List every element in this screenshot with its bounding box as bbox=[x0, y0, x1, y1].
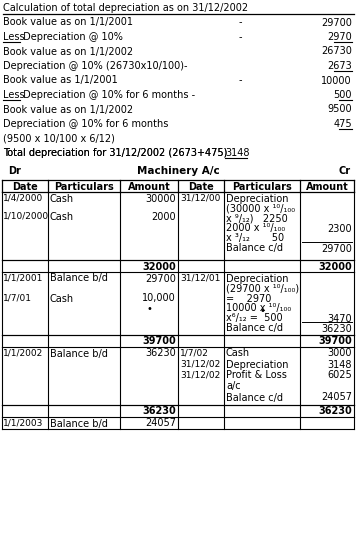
Text: 36230: 36230 bbox=[142, 407, 176, 417]
Text: Book value as 1/1/2001: Book value as 1/1/2001 bbox=[3, 76, 118, 86]
Text: Cash: Cash bbox=[226, 349, 250, 359]
Text: 3470: 3470 bbox=[327, 314, 352, 324]
Text: 500: 500 bbox=[333, 90, 352, 100]
Text: 29700: 29700 bbox=[321, 243, 352, 253]
Text: x ³/₁₂       50: x ³/₁₂ 50 bbox=[226, 233, 284, 243]
Text: 3148: 3148 bbox=[225, 148, 250, 158]
Text: 3000: 3000 bbox=[327, 349, 352, 359]
Text: 39700: 39700 bbox=[318, 336, 352, 346]
Text: 1/10/2000: 1/10/2000 bbox=[3, 212, 49, 221]
Text: 31/12/00: 31/12/00 bbox=[180, 193, 220, 203]
Text: •: • bbox=[259, 306, 265, 316]
Text: Depreciation: Depreciation bbox=[226, 359, 288, 369]
Text: 2000 x ¹⁰/₁₀₀: 2000 x ¹⁰/₁₀₀ bbox=[226, 223, 285, 233]
Text: 2673: 2673 bbox=[327, 61, 352, 71]
Text: 39700: 39700 bbox=[142, 336, 176, 346]
Text: 29700: 29700 bbox=[145, 273, 176, 284]
Text: Date: Date bbox=[188, 182, 214, 192]
Text: Profit & Loss: Profit & Loss bbox=[226, 370, 287, 380]
Text: 26730: 26730 bbox=[321, 46, 352, 56]
Text: 6025: 6025 bbox=[327, 370, 352, 380]
Text: -: - bbox=[238, 17, 242, 27]
Text: 31/12/01: 31/12/01 bbox=[180, 273, 220, 282]
Text: •: • bbox=[146, 304, 152, 314]
Text: Less: Less bbox=[3, 90, 25, 100]
Text: (30000 x ¹⁰/₁₀₀: (30000 x ¹⁰/₁₀₀ bbox=[226, 203, 295, 213]
Text: 2300: 2300 bbox=[327, 223, 352, 233]
Text: 2000: 2000 bbox=[151, 212, 176, 222]
Text: Depreciation @ 10%: Depreciation @ 10% bbox=[20, 32, 123, 42]
Text: Dr: Dr bbox=[8, 167, 21, 177]
Text: 29700: 29700 bbox=[321, 17, 352, 27]
Text: Depreciation @ 10% for 6 months: Depreciation @ 10% for 6 months bbox=[3, 119, 169, 129]
Text: -: - bbox=[238, 32, 242, 42]
Text: Cash: Cash bbox=[50, 193, 74, 203]
Text: 24057: 24057 bbox=[145, 418, 176, 428]
Text: Balance b/d: Balance b/d bbox=[50, 273, 108, 284]
Text: 1/1/2001: 1/1/2001 bbox=[3, 273, 43, 282]
Text: Depreciation: Depreciation bbox=[226, 273, 288, 284]
Text: Total depreciation for 31/12/2002 (2673+475): Total depreciation for 31/12/2002 (2673+… bbox=[3, 148, 227, 158]
Text: Machinery A/c: Machinery A/c bbox=[137, 167, 219, 177]
Text: 32000: 32000 bbox=[318, 261, 352, 271]
Text: 10,000: 10,000 bbox=[142, 294, 176, 304]
Text: Balance b/d: Balance b/d bbox=[50, 349, 108, 359]
Text: 10000: 10000 bbox=[321, 76, 352, 86]
Text: 36230: 36230 bbox=[145, 349, 176, 359]
Text: (9500 x 10/100 x 6/12): (9500 x 10/100 x 6/12) bbox=[3, 134, 115, 144]
Text: 3148: 3148 bbox=[327, 359, 352, 369]
Text: Balance c/d: Balance c/d bbox=[226, 324, 283, 334]
Text: Cash: Cash bbox=[50, 212, 74, 222]
Text: 36230: 36230 bbox=[318, 407, 352, 417]
Text: x⁶/₁₂ =  500: x⁶/₁₂ = 500 bbox=[226, 314, 283, 324]
Text: Particulars: Particulars bbox=[54, 182, 114, 192]
Text: Date: Date bbox=[12, 182, 38, 192]
Text: Cr: Cr bbox=[339, 167, 351, 177]
Text: Less: Less bbox=[3, 32, 25, 42]
Text: Balance b/d: Balance b/d bbox=[50, 418, 108, 428]
Text: Book value as on 1/1/2002: Book value as on 1/1/2002 bbox=[3, 105, 133, 115]
Text: Depreciation @ 10% for 6 months -: Depreciation @ 10% for 6 months - bbox=[20, 90, 195, 100]
Text: 32000: 32000 bbox=[142, 261, 176, 271]
Text: =    2970: = 2970 bbox=[226, 294, 271, 304]
Text: Book value as on 1/1/2002: Book value as on 1/1/2002 bbox=[3, 46, 133, 56]
Text: a/c: a/c bbox=[226, 380, 241, 390]
Text: 36230: 36230 bbox=[321, 324, 352, 334]
Text: (29700 x ¹⁰/₁₀₀): (29700 x ¹⁰/₁₀₀) bbox=[226, 284, 299, 294]
Text: 1/7/02: 1/7/02 bbox=[180, 349, 209, 358]
Text: 1/1/2002: 1/1/2002 bbox=[3, 349, 43, 358]
Text: 30000: 30000 bbox=[145, 193, 176, 203]
Text: Particulars: Particulars bbox=[232, 182, 292, 192]
Text: Depreciation @ 10% (26730x10/100)-: Depreciation @ 10% (26730x10/100)- bbox=[3, 61, 187, 71]
Text: 2970: 2970 bbox=[327, 32, 352, 42]
Text: Balance c/d: Balance c/d bbox=[226, 243, 283, 253]
Text: Cash: Cash bbox=[50, 294, 74, 304]
Text: -: - bbox=[238, 76, 242, 86]
Text: Book value as on 1/1/2001: Book value as on 1/1/2001 bbox=[3, 17, 133, 27]
Text: 475: 475 bbox=[333, 119, 352, 129]
Text: 31/12/02: 31/12/02 bbox=[180, 370, 220, 379]
Text: 1/7/01: 1/7/01 bbox=[3, 294, 32, 302]
Text: Calculation of total depreciation as on 31/12/2002: Calculation of total depreciation as on … bbox=[3, 3, 248, 13]
Text: Amount: Amount bbox=[127, 182, 170, 192]
Text: 1/1/2003: 1/1/2003 bbox=[3, 418, 43, 428]
Text: 24057: 24057 bbox=[321, 393, 352, 403]
Text: 31/12/02: 31/12/02 bbox=[180, 359, 220, 369]
Text: Depreciation: Depreciation bbox=[226, 193, 288, 203]
Text: Amount: Amount bbox=[306, 182, 348, 192]
Text: x ⁹/₁₂)   2250: x ⁹/₁₂) 2250 bbox=[226, 213, 288, 223]
Text: 9500: 9500 bbox=[327, 105, 352, 115]
Text: Balance c/d: Balance c/d bbox=[226, 393, 283, 403]
Text: 10000 x ¹⁰/₁₀₀: 10000 x ¹⁰/₁₀₀ bbox=[226, 304, 291, 314]
Text: Total depreciation for 31/12/2002 (2673+475): Total depreciation for 31/12/2002 (2673+… bbox=[3, 148, 227, 158]
Text: 1/4/2000: 1/4/2000 bbox=[3, 193, 43, 203]
